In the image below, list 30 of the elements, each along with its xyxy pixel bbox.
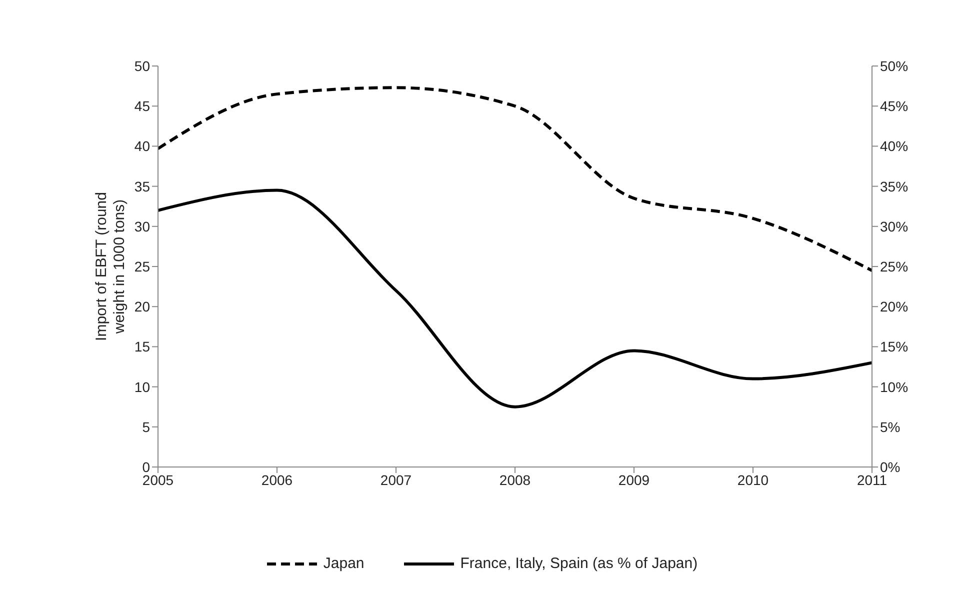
x-tick-label: 2006 [261, 472, 293, 488]
line-series [158, 188, 872, 408]
y-tick-label: 50 [134, 58, 150, 74]
y-tick-label: 5 [142, 418, 150, 435]
legend-label: France, Italy, Spain (as % of Japan) [460, 555, 698, 572]
y-tick-label: 15 [134, 338, 150, 355]
y2-tick-label: 50% [880, 58, 908, 74]
y2-tick-label: 25% [880, 258, 908, 274]
x-tick-label: 2010 [737, 472, 769, 488]
x-tick-label: 2008 [499, 472, 531, 488]
line-series [158, 86, 872, 272]
y2-tick-label: 15% [880, 338, 908, 355]
x-tick-label: 2009 [618, 472, 650, 488]
y2-tick-label: 5% [880, 418, 900, 435]
y2-tick-label: 30% [880, 218, 908, 234]
x-tick-label: 2007 [380, 472, 412, 488]
y-tick-label: 10 [134, 378, 150, 395]
y-axis-title: Import of EBFT (round weight in 1000 tons) [93, 192, 128, 341]
y2-tick-label: 40% [880, 138, 908, 154]
y2-tick-label: 35% [880, 178, 908, 194]
y-tick-label: 25 [134, 258, 150, 274]
y-tick-label: 40 [134, 138, 150, 154]
legend-label: Japan [323, 555, 364, 572]
y2-tick-label: 20% [880, 298, 908, 315]
y-tick-label: 45 [134, 98, 150, 114]
y-tick-label: 30 [134, 218, 150, 234]
y-tick-label: 20 [134, 298, 150, 315]
y2-tick-label: 45% [880, 98, 908, 114]
y2-tick-label: 10% [880, 378, 908, 395]
y-tick-label: 35 [134, 178, 150, 194]
